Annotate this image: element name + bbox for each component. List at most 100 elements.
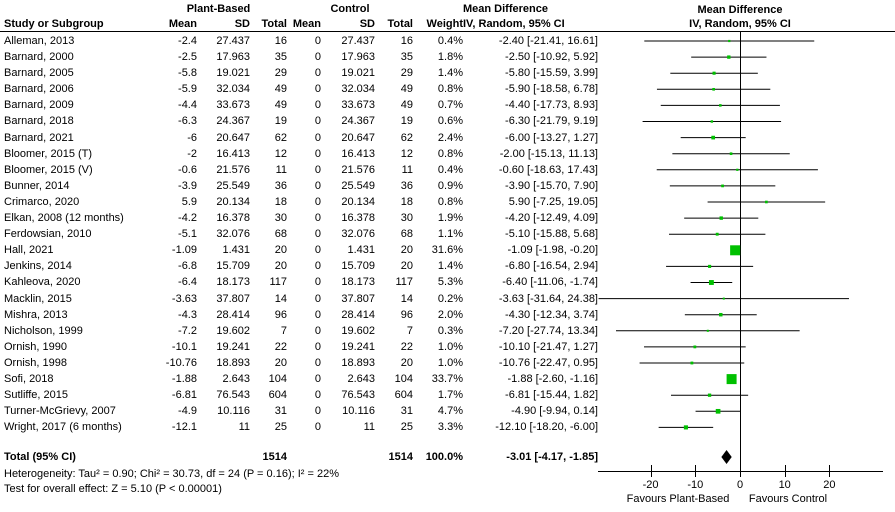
md-ci-text: -12.10 [-18.20, -6.00] bbox=[495, 421, 598, 434]
treat-total: 20 bbox=[274, 356, 287, 369]
study-name: Bunner, 2014 bbox=[4, 179, 70, 192]
ctrl-sd: 20.134 bbox=[341, 195, 375, 208]
ctrl-sd: 17.963 bbox=[341, 51, 375, 64]
study-name: Turner-McGrievy, 2007 bbox=[4, 405, 116, 418]
md-ci-text: -10.76 [-22.47, 0.95] bbox=[498, 356, 598, 369]
treat-mean: -1.88 bbox=[171, 372, 197, 385]
ctrl-total: 36 bbox=[400, 179, 413, 192]
column-header-treat-mean: Mean bbox=[168, 18, 197, 30]
ctrl-total: 68 bbox=[400, 228, 413, 241]
ctrl-sd: 33.673 bbox=[341, 99, 375, 112]
study-name: Bloomer, 2015 (V) bbox=[4, 163, 93, 176]
ctrl-total: 25 bbox=[400, 421, 413, 434]
study-name: Barnard, 2000 bbox=[4, 51, 74, 64]
ctrl-total: 7 bbox=[406, 324, 413, 337]
weight: 1.4% bbox=[437, 260, 463, 273]
weight: 0.4% bbox=[437, 163, 463, 176]
column-header-treat-sd: SD bbox=[234, 18, 250, 30]
study-name: Crimarco, 2020 bbox=[4, 195, 80, 208]
ctrl-mean: 0 bbox=[314, 131, 321, 144]
ctrl-mean: 0 bbox=[314, 405, 321, 418]
ctrl-mean: 0 bbox=[314, 163, 321, 176]
ctrl-mean: 0 bbox=[314, 324, 321, 337]
study-marker bbox=[710, 120, 714, 123]
treat-mean: 5.9 bbox=[181, 195, 197, 208]
treat-mean: -2 bbox=[187, 147, 197, 160]
weight: 0.2% bbox=[437, 292, 463, 305]
ctrl-sd: 28.414 bbox=[341, 308, 375, 321]
md-ci-text: -7.20 [-27.74, 13.34] bbox=[498, 324, 598, 337]
total-ctrl-sd bbox=[321, 449, 375, 465]
ctrl-total: 96 bbox=[400, 308, 413, 321]
study-name: Hall, 2021 bbox=[4, 244, 54, 257]
header-spacer bbox=[4, 2, 150, 17]
column-header-ctrl-total: Total bbox=[387, 18, 413, 30]
ctrl-sd: 18.173 bbox=[341, 276, 375, 289]
treat-total: 604 bbox=[268, 389, 287, 402]
treat-total: 25 bbox=[274, 421, 287, 434]
ctrl-mean: 0 bbox=[314, 292, 321, 305]
treat-mean: -3.63 bbox=[171, 292, 197, 305]
md-ci-text: -4.30 [-12.34, 3.74] bbox=[505, 308, 598, 321]
study-marker bbox=[719, 104, 722, 107]
treat-sd: 15.709 bbox=[216, 260, 250, 273]
plot-md-header-line1: Mean Difference bbox=[698, 4, 783, 16]
ctrl-mean: 0 bbox=[314, 228, 321, 241]
md-header-line1: Mean Difference bbox=[463, 3, 548, 15]
weight: 1.8% bbox=[437, 51, 463, 64]
treat-mean: -12.1 bbox=[171, 421, 197, 434]
ctrl-sd: 10.116 bbox=[342, 405, 375, 418]
study-name: Nicholson, 1999 bbox=[4, 324, 83, 337]
study-marker bbox=[726, 374, 737, 385]
md-ci-text: -6.40 [-11.06, -1.74] bbox=[502, 276, 598, 289]
study-marker bbox=[719, 216, 723, 220]
study-name: Bloomer, 2015 (T) bbox=[4, 147, 93, 160]
ctrl-mean: 0 bbox=[314, 260, 321, 273]
total-weight: 100.0% bbox=[425, 451, 463, 463]
ctrl-mean: 0 bbox=[314, 67, 321, 80]
md-ci-text: 5.90 [-7.25, 19.05] bbox=[508, 195, 598, 208]
column-header-ctrl-mean: Mean bbox=[292, 18, 321, 30]
ctrl-mean: 0 bbox=[314, 83, 321, 96]
ctrl-mean: 0 bbox=[314, 421, 321, 434]
ctrl-mean: 0 bbox=[314, 372, 321, 385]
treat-sd: 2.643 bbox=[222, 372, 250, 385]
ctrl-sd: 32.034 bbox=[341, 83, 375, 96]
ctrl-sd: 21.576 bbox=[341, 163, 375, 176]
ctrl-sd: 11 bbox=[363, 421, 375, 434]
treat-sd: 20.647 bbox=[216, 131, 250, 144]
ctrl-total: 31 bbox=[400, 405, 413, 418]
md-ci-text: -6.80 [-16.54, 2.94] bbox=[505, 260, 598, 273]
study-name: Barnard, 2006 bbox=[4, 83, 74, 96]
weight: 1.0% bbox=[437, 356, 463, 369]
treat-sd: 17.963 bbox=[216, 51, 250, 64]
treat-mean: -4.4 bbox=[178, 99, 197, 112]
treat-sd: 10.116 bbox=[217, 405, 250, 418]
table-header: Plant-Based Control Mean Difference Stud… bbox=[4, 2, 598, 32]
summary-diamond bbox=[721, 450, 732, 464]
treat-sd: 19.602 bbox=[216, 324, 250, 337]
axis-tick-label: 20 bbox=[823, 479, 835, 491]
study-marker bbox=[736, 168, 739, 171]
treat-total: 104 bbox=[268, 372, 287, 385]
ctrl-sd: 1.431 bbox=[347, 244, 375, 257]
treat-total: 20 bbox=[274, 260, 287, 273]
treat-total: 31 bbox=[274, 405, 287, 418]
study-marker bbox=[715, 408, 721, 414]
total-treat-n: 1514 bbox=[262, 451, 287, 463]
treat-total: 49 bbox=[274, 83, 287, 96]
md-ci-text: -6.00 [-13.27, 1.27] bbox=[505, 131, 598, 144]
weight: 2.4% bbox=[437, 131, 463, 144]
ctrl-mean: 0 bbox=[314, 51, 321, 64]
treat-sd: 76.543 bbox=[216, 389, 250, 402]
study-name: Barnard, 2009 bbox=[4, 99, 74, 112]
weight: 2.0% bbox=[437, 308, 463, 321]
treat-mean: -6 bbox=[187, 131, 197, 144]
ctrl-total: 20 bbox=[400, 244, 413, 257]
treat-mean: -10.76 bbox=[165, 356, 197, 369]
ctrl-sd: 15.709 bbox=[341, 260, 375, 273]
ctrl-sd: 16.413 bbox=[341, 147, 375, 160]
group-header-plant-based: Plant-Based bbox=[186, 3, 251, 15]
ctrl-total: 29 bbox=[400, 67, 413, 80]
ctrl-mean: 0 bbox=[314, 147, 321, 160]
